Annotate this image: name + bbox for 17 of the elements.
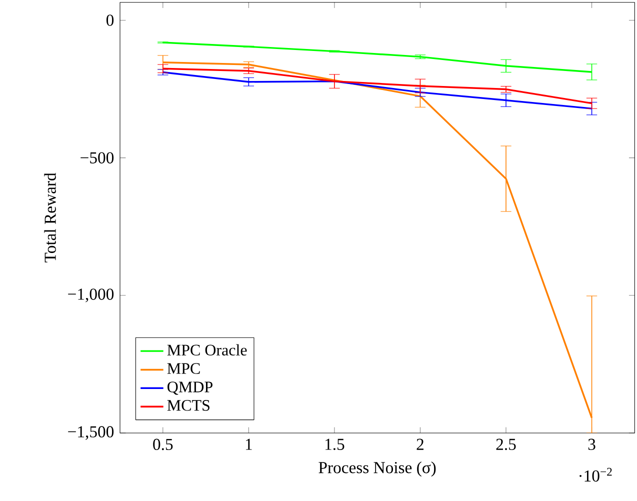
x-tick-label: 2	[416, 438, 424, 450]
y-tick-label: −1,000	[68, 288, 114, 302]
y-tick-label: −1,500	[68, 426, 114, 440]
legend-label: MPC Oracle	[167, 344, 247, 356]
x-tick-label: 1	[246, 438, 252, 450]
legend-label: MCTS	[167, 400, 210, 411]
x-tick-label: 3	[588, 438, 596, 450]
y-tick-label: 0	[106, 14, 114, 26]
legend-label: QMDP	[168, 382, 212, 395]
y-tick-label: −500	[80, 152, 114, 164]
x-tick-label: 2.5	[496, 438, 516, 450]
text: ·10$^{−2}$	[580, 468, 612, 482]
y-axis-title: Total Reward	[44, 172, 56, 262]
legend-label: MPC	[167, 363, 200, 374]
x-tick-label: 0.5	[153, 438, 173, 450]
x-tick-label: 1.5	[325, 438, 344, 450]
x-axis-title: Process Noise (σ)	[318, 462, 436, 477]
